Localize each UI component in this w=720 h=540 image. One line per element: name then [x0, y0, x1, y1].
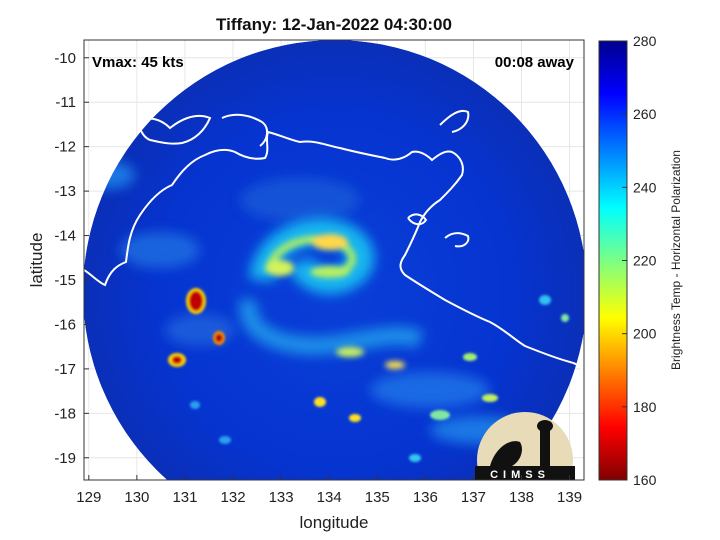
coastline — [84, 109, 584, 373]
y-tick-label: -12 — [54, 139, 76, 156]
axes-frame — [83, 39, 585, 481]
colorbar-title: Brightness Temp - Horizontal Polarizatio… — [669, 150, 683, 370]
y-tick-label: -10 — [54, 50, 76, 67]
y-tick-label: -13 — [54, 183, 76, 200]
y-tick-label: -16 — [54, 316, 76, 333]
colorbar-tick-label: 260 — [633, 106, 657, 122]
time-away-annotation: 00:08 away — [495, 54, 575, 71]
x-tick-label: 137 — [461, 489, 486, 506]
y-tick-labels: -10 -11 -12 -13 -14 -15 -16 -17 -18 -19 — [54, 50, 89, 467]
colorbar-tick-label: 160 — [633, 472, 657, 488]
colorbar-tick-label: 280 — [633, 33, 657, 49]
chart-title: Tiffany: 12-Jan-2022 04:30:00 — [216, 15, 452, 34]
x-tick-labels: 129 130 131 132 133 134 135 136 137 138 139 — [76, 475, 582, 506]
y-tick-label: -14 — [54, 228, 76, 245]
colorbar-tick-label: 220 — [633, 253, 657, 269]
y-tick-label: -18 — [54, 405, 76, 422]
plot-area: CIMSS — [84, 40, 584, 481]
x-tick-label: 132 — [221, 489, 246, 506]
swath — [84, 40, 584, 480]
convective-cells — [168, 288, 569, 462]
x-tick-label: 136 — [413, 489, 438, 506]
x-axis-title: longitude — [299, 513, 368, 532]
colorbar: 160 180 200 220 240 260 280 Brightness Temp - … — [598, 33, 683, 488]
x-tick-label: 131 — [172, 489, 197, 506]
x-tick-label: 133 — [269, 489, 294, 506]
colorbar-tick-label: 180 — [633, 399, 657, 415]
y-tick-label: -17 — [54, 361, 76, 378]
x-tick-label: 135 — [365, 489, 390, 506]
y-tick-label: -19 — [54, 450, 76, 467]
logo-text: CIMSS — [490, 469, 550, 481]
colorbar-tick-label: 200 — [633, 326, 657, 342]
x-tick-label: 129 — [76, 489, 101, 506]
y-tick-label: -11 — [55, 94, 76, 111]
storm-spiral — [239, 218, 425, 369]
cimss-logo: CIMSS — [475, 412, 575, 481]
y-tick-label: -15 — [54, 272, 76, 289]
y-axis-title: latitude — [27, 233, 46, 288]
x-tick-label: 138 — [509, 489, 534, 506]
x-tick-label: 130 — [124, 489, 149, 506]
x-tick-label: 134 — [317, 489, 342, 506]
colorbar-tick-label: 240 — [633, 179, 657, 195]
colorbar-tick-labels: 160 180 200 220 240 260 280 — [622, 33, 657, 488]
x-tick-label: 139 — [557, 489, 582, 506]
vmax-annotation: Vmax: 45 kts — [92, 54, 184, 71]
